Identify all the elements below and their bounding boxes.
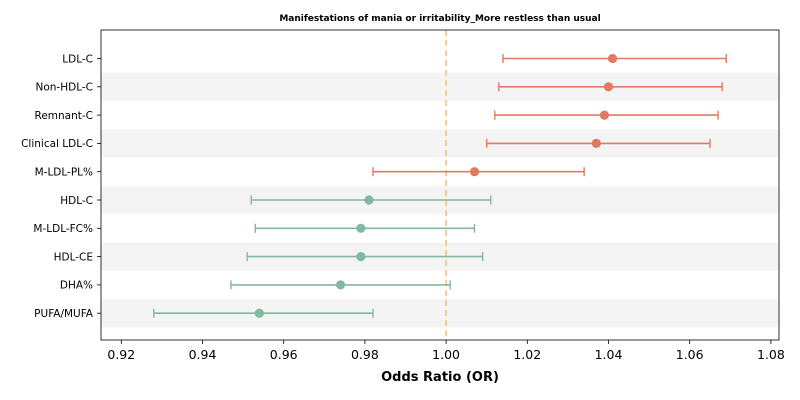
x-tick-label: 1.00 (432, 347, 460, 362)
x-tick-label: 1.08 (757, 347, 785, 362)
y-tick-label: DHA% (60, 280, 93, 292)
y-tick-label: M-LDL-FC% (33, 223, 93, 235)
or-point (364, 195, 374, 205)
x-tick-label: 0.96 (270, 347, 298, 362)
or-point (603, 82, 614, 92)
plot-frame (100, 29, 780, 341)
x-tick-label: 1.02 (513, 347, 541, 362)
data-marks (153, 53, 727, 318)
y-axis: LDL-C Non-HDL-C Remnant-C Clinical LDL-C M-L… (21, 53, 101, 320)
y-tick-label: HDL-CE (54, 251, 93, 263)
or-point (607, 53, 618, 64)
x-axis: 0.92 0.94 0.96 0.98 1.00 1.02 1.04 1.06 1.08 (107, 340, 785, 362)
x-axis-label: Odds Ratio (OR) (381, 370, 499, 385)
or-point (599, 110, 610, 120)
y-tick-label: Remnant-C (35, 110, 94, 122)
y-tick-label: LDL-C (62, 53, 93, 65)
or-point (469, 167, 480, 177)
y-tick-label: Clinical LDL-C (21, 138, 93, 150)
chart-title: Manifestations of mania or irritability_… (279, 14, 600, 24)
x-tick-label: 1.04 (595, 347, 623, 362)
x-tick-label: 0.94 (189, 347, 217, 362)
or-point (335, 280, 346, 290)
or-point (591, 138, 601, 148)
y-tick-label: M-LDL-PL% (35, 167, 93, 179)
or-point (254, 308, 264, 318)
y-tick-label: PUFA/MUFA (34, 308, 94, 320)
y-tick-label: HDL-C (60, 195, 93, 207)
x-tick-label: 0.98 (351, 347, 379, 362)
x-tick-label: 0.92 (107, 347, 135, 362)
x-tick-label: 1.06 (676, 347, 704, 362)
or-point (356, 252, 366, 262)
or-point (356, 223, 366, 233)
y-tick-label: Non-HDL-C (36, 82, 94, 94)
